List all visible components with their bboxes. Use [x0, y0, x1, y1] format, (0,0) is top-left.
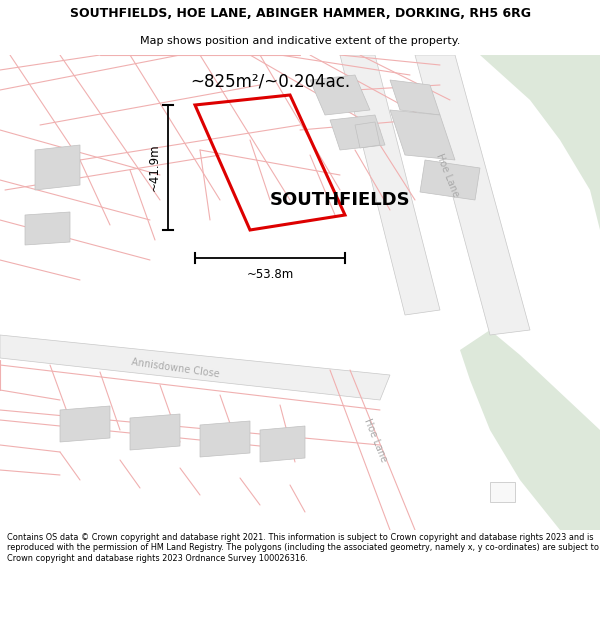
Text: SOUTHFIELDS: SOUTHFIELDS [269, 191, 410, 209]
Polygon shape [330, 115, 385, 150]
Polygon shape [260, 426, 305, 462]
Polygon shape [0, 335, 390, 400]
Text: Hoe Lane: Hoe Lane [362, 417, 388, 463]
Polygon shape [415, 55, 530, 335]
Polygon shape [130, 414, 180, 450]
Text: Hoe Lane: Hoe Lane [434, 152, 460, 198]
Polygon shape [390, 80, 440, 115]
Text: ~53.8m: ~53.8m [247, 268, 293, 281]
Polygon shape [310, 75, 370, 115]
Polygon shape [60, 406, 110, 442]
Text: Annisdowne Close: Annisdowne Close [130, 357, 220, 379]
Polygon shape [390, 110, 455, 160]
Text: Map shows position and indicative extent of the property.: Map shows position and indicative extent… [140, 36, 460, 46]
Polygon shape [35, 145, 80, 190]
Polygon shape [460, 330, 600, 530]
Polygon shape [420, 160, 480, 200]
Text: Contains OS data © Crown copyright and database right 2021. This information is : Contains OS data © Crown copyright and d… [7, 533, 599, 562]
Text: ~41.9m: ~41.9m [148, 144, 161, 191]
Polygon shape [340, 55, 440, 315]
Polygon shape [395, 55, 600, 230]
Polygon shape [355, 122, 380, 148]
Polygon shape [200, 421, 250, 457]
Polygon shape [490, 482, 515, 502]
Text: SOUTHFIELDS, HOE LANE, ABINGER HAMMER, DORKING, RH5 6RG: SOUTHFIELDS, HOE LANE, ABINGER HAMMER, D… [70, 8, 530, 20]
Polygon shape [25, 212, 70, 245]
Text: ~825m²/~0.204ac.: ~825m²/~0.204ac. [190, 72, 350, 90]
